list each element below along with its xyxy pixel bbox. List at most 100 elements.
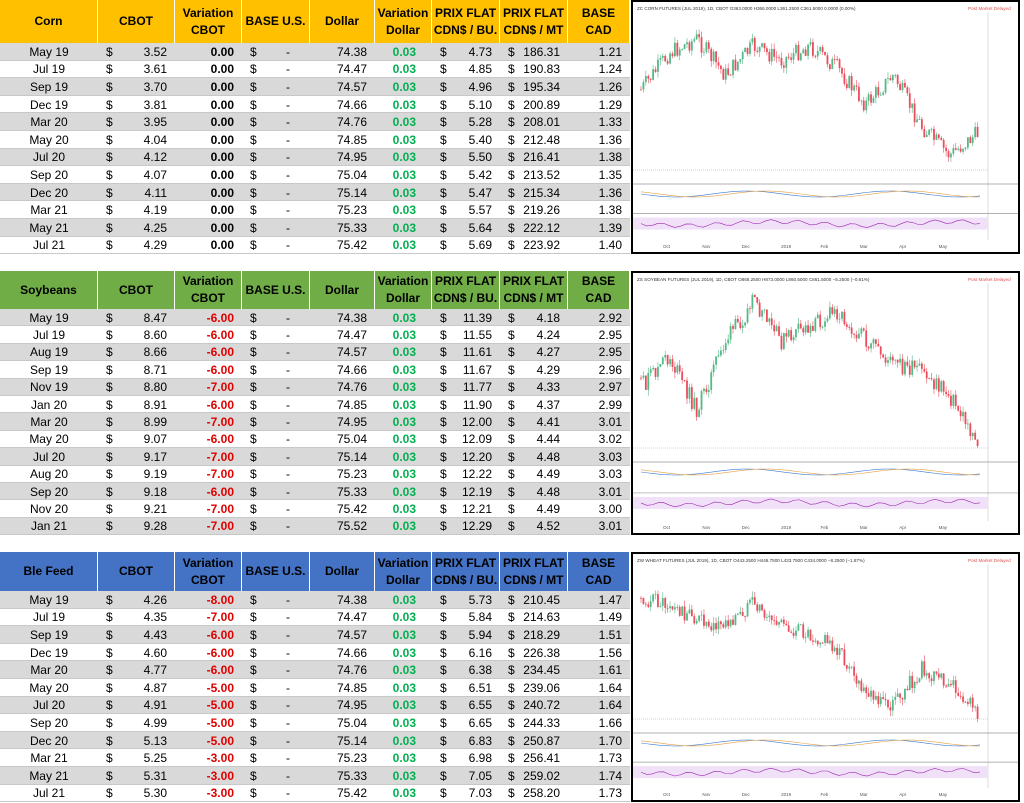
candle-body <box>773 325 776 332</box>
rsi-line <box>640 767 981 777</box>
currency: $ <box>508 467 515 482</box>
header-text: CBOT <box>191 572 225 587</box>
cell-value: 1.26 <box>598 79 622 94</box>
table-row: Jul 21 $5.30 -3.00 $ -75.42 0.03 $7.03 $258.20 1… <box>0 785 630 803</box>
table-row: Nov 20 $9.21 -7.00 $ -75.42 0.03 $12.21 $4.49 3.… <box>0 500 630 518</box>
currency: $ <box>250 79 257 94</box>
currency: $ <box>106 519 113 534</box>
cell-value: 4.49 <box>536 502 560 517</box>
cell: $11.90 <box>432 396 500 413</box>
cell-value: 74.76 <box>336 663 367 678</box>
candle-body <box>918 119 921 120</box>
candle-body <box>761 310 763 317</box>
cell-value: 75.33 <box>336 220 367 235</box>
cell: 3.01 <box>568 413 630 430</box>
candle-body <box>695 620 698 624</box>
currency: $ <box>440 751 447 766</box>
table-row: May 20 $4.04 0.00 $ -74.85 0.03 $5.40 $212.48 1.… <box>0 131 630 149</box>
cell-value: - <box>286 680 290 695</box>
cell: 0.03 <box>375 626 432 644</box>
candle-body <box>814 318 817 331</box>
cell-value: -6.00 <box>206 484 234 499</box>
candle-body <box>809 629 812 641</box>
candle-body <box>976 439 979 446</box>
candle-body <box>809 42 812 45</box>
candle-body <box>962 412 964 417</box>
cell-value: 8.60 <box>143 328 167 343</box>
header-text: PRIX FLAT <box>434 5 497 20</box>
cell-value: 7.03 <box>468 786 492 801</box>
cell: $5.28 <box>432 113 500 131</box>
candle-body <box>884 699 887 701</box>
candle-body <box>904 82 906 88</box>
table-row: Aug 20 $9.19 -7.00 $ -75.23 0.03 $12.22 $4.49 3.… <box>0 466 630 483</box>
candle-body <box>657 366 659 377</box>
x-axis-label: Nov <box>702 244 711 249</box>
cell-value: 0.03 <box>392 715 416 730</box>
currency: $ <box>106 62 113 77</box>
candle-body <box>681 49 684 50</box>
cell: 75.23 <box>310 201 375 219</box>
cell-value: 5.94 <box>468 627 492 642</box>
cell: $5.30 <box>98 785 175 803</box>
cell: -7.00 <box>175 609 242 627</box>
cell: 1.51 <box>568 626 630 644</box>
candle-body <box>661 598 664 606</box>
cell: 1.66 <box>568 714 630 732</box>
cell: May 21 <box>0 767 98 785</box>
cell: 75.33 <box>310 219 375 237</box>
candle-body <box>826 318 829 322</box>
cell-value: 12.20 <box>461 449 492 464</box>
candle-body <box>867 94 870 101</box>
cell: $4.24 <box>500 326 568 343</box>
cell: $ - <box>242 679 310 697</box>
contract-month: May 20 <box>29 432 69 447</box>
candle-body <box>976 126 979 138</box>
cell: $12.21 <box>432 500 500 517</box>
contract-month: Dec 19 <box>29 97 69 112</box>
cell: $4.44 <box>500 431 568 448</box>
currency: $ <box>508 132 515 147</box>
candle-body <box>804 325 807 333</box>
cell: $ - <box>242 732 310 750</box>
cell-value: 74.76 <box>336 115 367 130</box>
cell: 75.14 <box>310 448 375 465</box>
cell: 75.04 <box>310 431 375 448</box>
candle-body <box>669 359 671 365</box>
cell: $4.48 <box>500 448 568 465</box>
table-row: Jan 21 $9.28 -7.00 $ -75.52 0.03 $12.29 $4.52 3.… <box>0 517 630 536</box>
currency: $ <box>106 627 113 642</box>
cell-value: 74.57 <box>336 79 367 94</box>
currency: $ <box>106 415 113 430</box>
cell: $11.61 <box>432 344 500 361</box>
header-text: Variation <box>377 555 429 570</box>
cell-value: 0.00 <box>210 185 234 200</box>
cell: -6.00 <box>175 326 242 343</box>
cell-value: 0.00 <box>210 203 234 218</box>
table-row: Dec 19 $3.81 0.00 $ -74.66 0.03 $5.10 $200.89 1.… <box>0 96 630 114</box>
candle-body <box>758 46 761 52</box>
candle-body <box>727 68 730 75</box>
cell: $ - <box>242 309 310 326</box>
candle-body <box>843 649 846 666</box>
cell-value: -6.00 <box>206 627 234 642</box>
cell-value: 4.37 <box>536 397 560 412</box>
cell-value: 11.67 <box>462 362 492 377</box>
candle-body <box>816 640 819 645</box>
contract-month: Dec 20 <box>29 733 69 748</box>
cell: $4.29 <box>98 237 175 255</box>
candle-body <box>775 620 778 625</box>
candle-body <box>720 350 722 356</box>
candle-body <box>807 325 809 333</box>
currency: $ <box>508 310 515 325</box>
candle-body <box>959 148 962 152</box>
cell-value: 0.03 <box>392 733 416 748</box>
candle-body <box>753 597 756 605</box>
candle-body <box>966 423 969 425</box>
cell-value: 6.83 <box>468 733 492 748</box>
cell: $200.89 <box>500 96 568 114</box>
header-text: BASE U.S. <box>245 14 306 28</box>
cell-value: - <box>286 645 290 660</box>
currency: $ <box>106 132 113 147</box>
candle-body <box>937 378 940 392</box>
